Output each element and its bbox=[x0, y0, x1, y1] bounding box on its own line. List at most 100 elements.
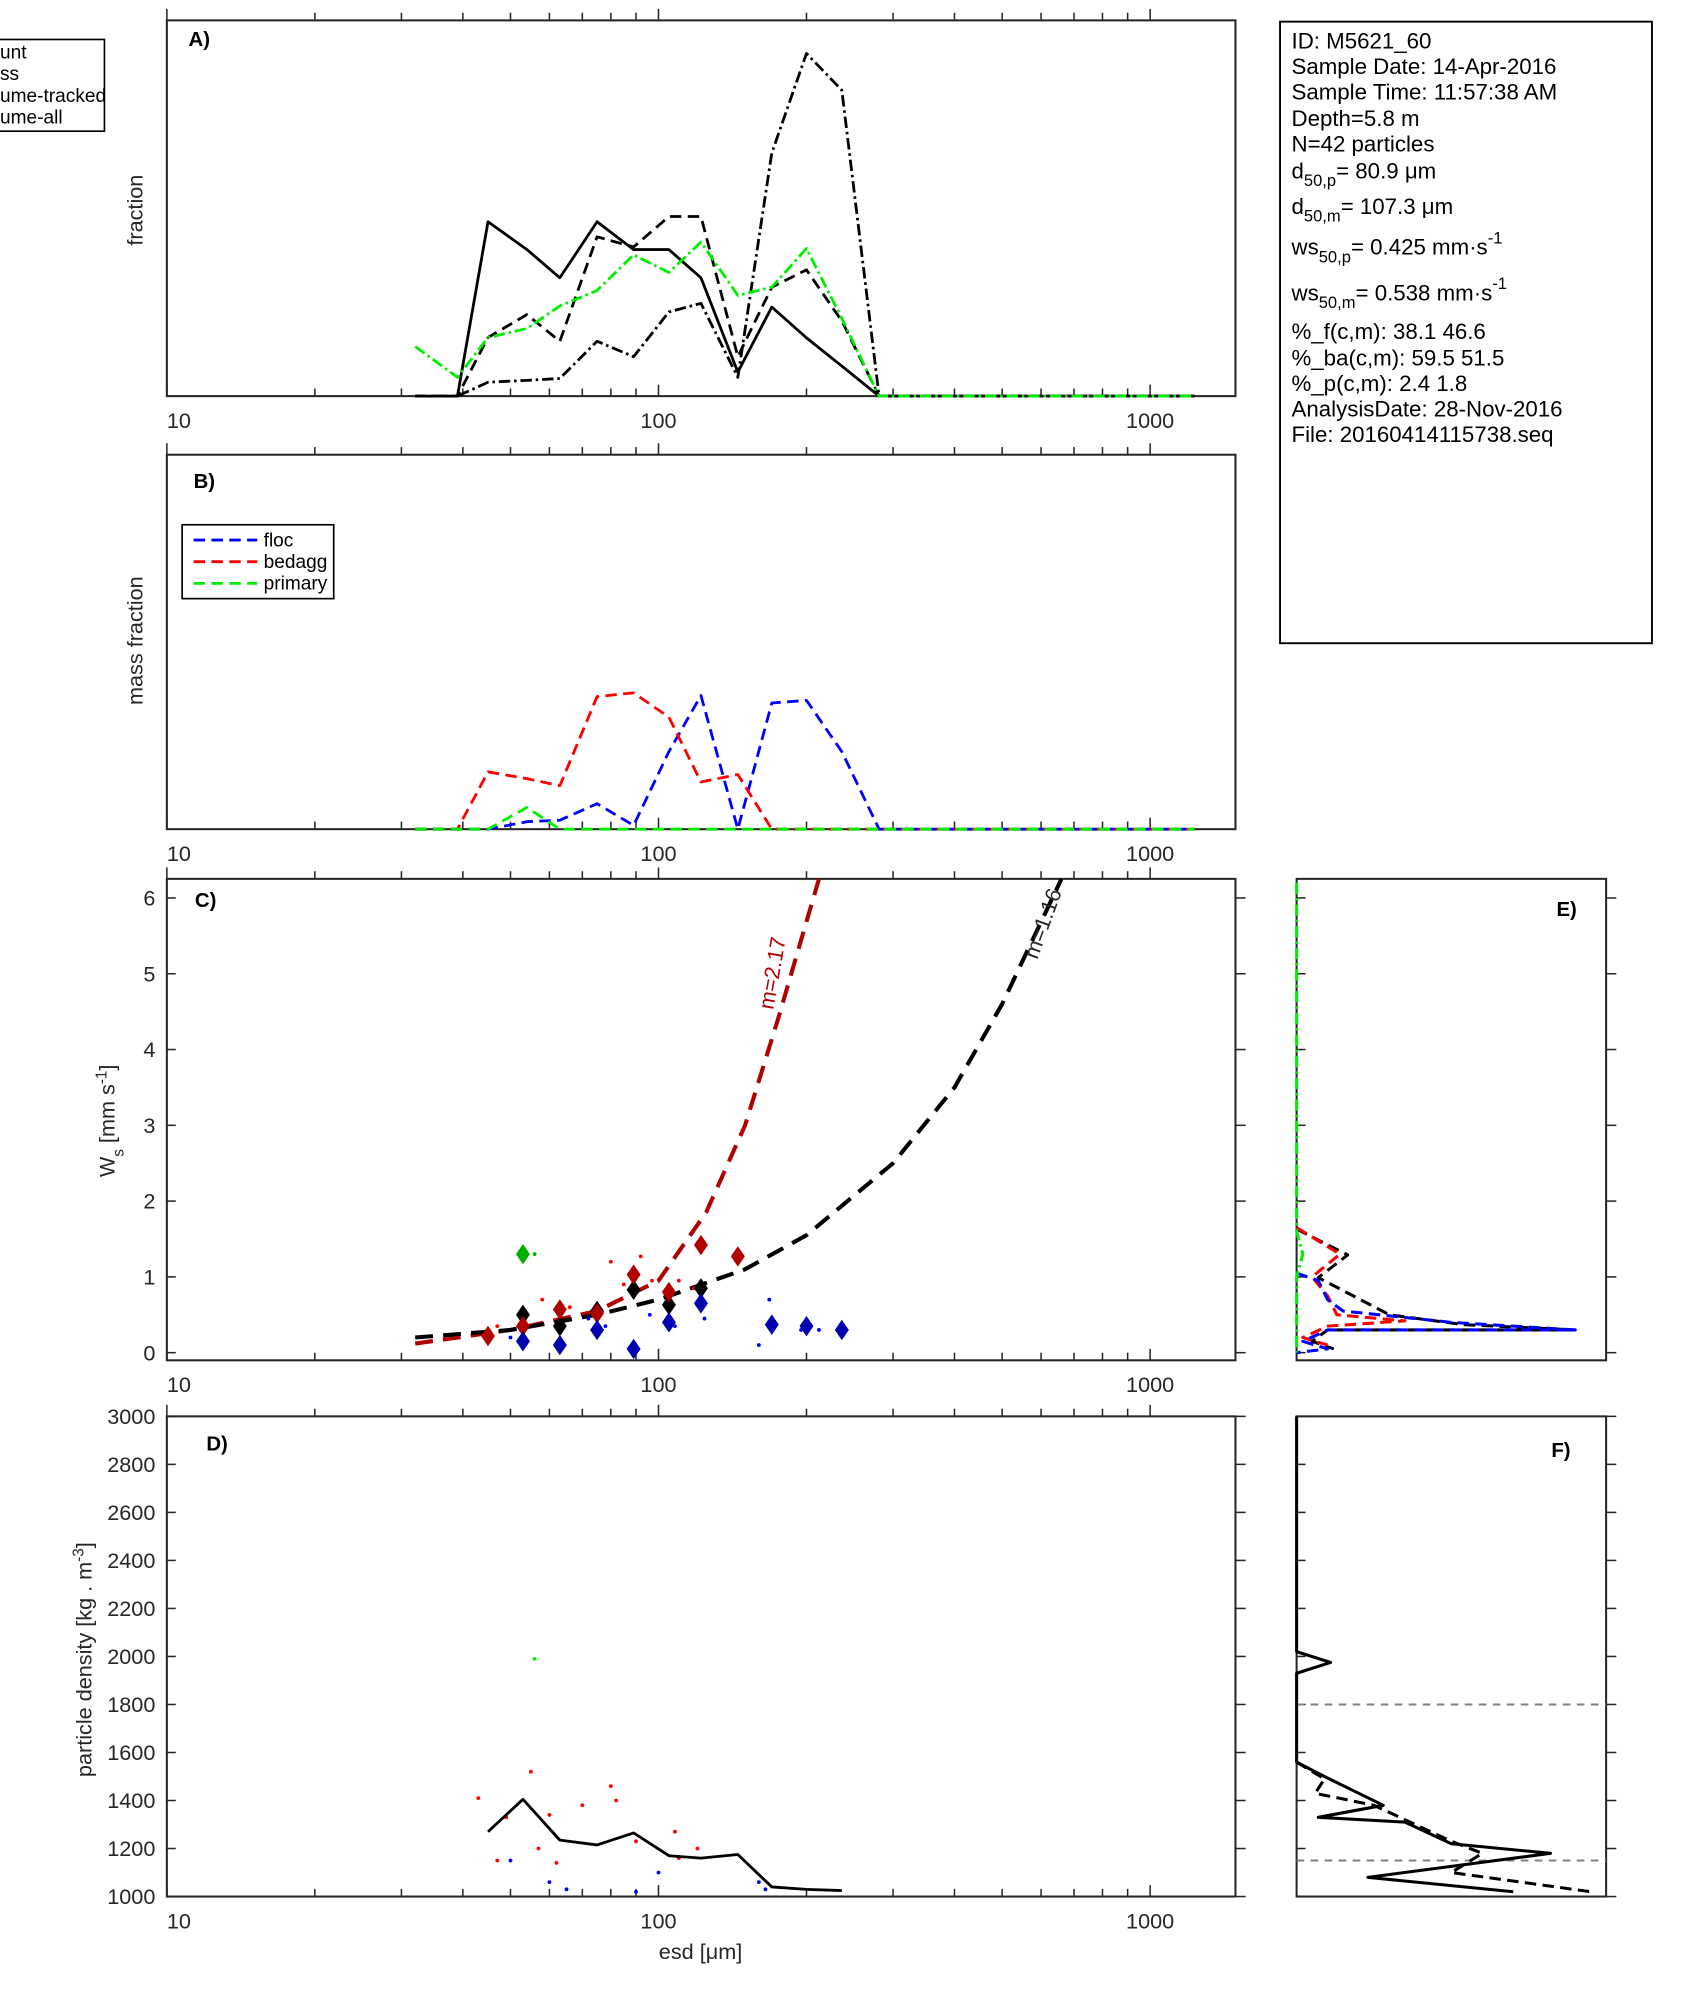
data-dot bbox=[638, 1254, 643, 1259]
panel-label: E) bbox=[1556, 899, 1576, 921]
data-dot bbox=[656, 1870, 661, 1875]
data-dot bbox=[608, 1259, 613, 1264]
profile-line-1 bbox=[1295, 1226, 1407, 1347]
y-tick-label: 6 bbox=[143, 886, 155, 911]
legend-entry: primary bbox=[264, 574, 328, 595]
data-diamond bbox=[515, 1243, 530, 1265]
profile-line-1 bbox=[1295, 1760, 1591, 1894]
info-line: N=42 particles bbox=[1292, 132, 1435, 157]
info-value: = 0.425 mm·s bbox=[1351, 235, 1488, 260]
data-dot bbox=[763, 1887, 768, 1892]
y-tick-label: 1 bbox=[143, 1265, 155, 1290]
x-tick-label: 1000 bbox=[1126, 841, 1174, 866]
data-dot bbox=[634, 1839, 638, 1844]
info-text: ID: M5621_60 bbox=[1292, 28, 1432, 53]
label-close: ] bbox=[72, 1542, 97, 1548]
fit-curve-1 bbox=[415, 878, 1064, 1340]
series-line-floc bbox=[415, 694, 1195, 831]
label-main: W bbox=[95, 1156, 120, 1177]
y-tick-label: 2800 bbox=[107, 1452, 155, 1477]
data-diamond bbox=[693, 1278, 708, 1299]
label-sub: s bbox=[110, 1149, 127, 1157]
info-subscript: 50,p bbox=[1304, 171, 1336, 190]
panel-c-x-axis: 10 100 1000 bbox=[166, 867, 1174, 1397]
info-line: d50,m= 107.3 μm bbox=[1292, 194, 1454, 226]
y-tick-label: 2400 bbox=[107, 1548, 155, 1573]
x-tick-label: 10 bbox=[167, 408, 191, 433]
data-diamond bbox=[661, 1312, 676, 1333]
data-dot bbox=[634, 1889, 638, 1894]
panel-f-frame bbox=[1295, 1415, 1608, 1898]
info-text: Sample Date: 14-Apr-2016 bbox=[1292, 54, 1557, 79]
panel-label: C) bbox=[195, 890, 216, 912]
info-line: Sample Date: 14-Apr-2016 bbox=[1292, 54, 1557, 79]
x-tick-label: 10 bbox=[167, 1372, 191, 1397]
data-dot bbox=[767, 1297, 772, 1302]
data-diamond bbox=[626, 1338, 641, 1360]
data-diamond bbox=[480, 1325, 496, 1347]
y-tick-label: 2 bbox=[143, 1189, 155, 1214]
y-tick-label: 3 bbox=[143, 1113, 155, 1138]
panel-d-x-axis: 10 100 1000 bbox=[166, 1404, 1174, 1933]
series-line-bedagg bbox=[415, 691, 1195, 831]
y-tick-label: 0 bbox=[143, 1340, 155, 1365]
density-line bbox=[487, 1797, 842, 1892]
series-line-2 bbox=[415, 52, 1195, 398]
data-dot bbox=[673, 1324, 677, 1329]
data-dot bbox=[540, 1297, 545, 1302]
data-diamond bbox=[590, 1319, 605, 1341]
info-text: %_f(c,m): 38.1 46.6 bbox=[1292, 319, 1486, 344]
data-dot bbox=[547, 1880, 552, 1885]
data-dot bbox=[621, 1282, 626, 1287]
label-sup: -1 bbox=[93, 1071, 110, 1085]
data-dot bbox=[586, 1316, 591, 1321]
panel-a-x-axis: 10 100 1000 bbox=[166, 8, 1174, 433]
info-superscript: -1 bbox=[1492, 274, 1507, 293]
legend-box bbox=[0, 38, 106, 133]
data-dot bbox=[508, 1858, 513, 1863]
x-tick-label: 100 bbox=[640, 1372, 676, 1397]
data-dot bbox=[673, 1829, 677, 1834]
data-dot bbox=[650, 1278, 654, 1283]
info-text: %_ba(c,m): 59.5 51.5 bbox=[1292, 346, 1505, 371]
data-dot bbox=[532, 1656, 537, 1661]
data-dot bbox=[554, 1861, 559, 1865]
data-diamond bbox=[693, 1293, 708, 1314]
x-tick-label: 1000 bbox=[1126, 1372, 1174, 1397]
data-diamond bbox=[799, 1315, 814, 1337]
info-box-frame bbox=[1279, 20, 1653, 645]
data-diamond bbox=[552, 1315, 567, 1337]
info-text: ws bbox=[1291, 235, 1319, 260]
data-dot bbox=[476, 1796, 481, 1801]
data-dot bbox=[756, 1880, 761, 1885]
info-subscript: 50,m bbox=[1304, 207, 1341, 226]
panel-c-y-axis: 0 1 2 3 4 5 6 bbox=[143, 886, 1246, 1365]
x-tick-label: 10 bbox=[167, 1908, 191, 1933]
info-text: N=42 particles bbox=[1292, 132, 1435, 157]
panel-label: D) bbox=[206, 1434, 227, 1456]
data-dot bbox=[508, 1335, 513, 1340]
data-diamond bbox=[764, 1314, 779, 1335]
data-diamond bbox=[552, 1299, 567, 1320]
panel-a-frame bbox=[165, 19, 1237, 398]
legend-entry: ume-all bbox=[0, 108, 63, 129]
data-dot bbox=[817, 1328, 821, 1332]
data-dot bbox=[580, 1803, 585, 1808]
x-tick-label: 1000 bbox=[1126, 408, 1174, 433]
info-subscript: 50,m bbox=[1319, 293, 1356, 312]
info-line: ID: M5621_60 bbox=[1292, 28, 1432, 53]
label-close: ] bbox=[95, 1065, 120, 1071]
info-text: d bbox=[1292, 194, 1304, 219]
y-tick-label: 1200 bbox=[107, 1836, 155, 1861]
panel-d-y-axis: 1000 1200 1400 1600 1800 2000 2200 2400 2600 2800… bbox=[107, 1404, 1246, 1909]
label-main: particle density [kg . m bbox=[72, 1562, 97, 1777]
panel-b-x-axis: 10 100 1000 bbox=[166, 443, 1174, 866]
x-axis-label: esd [μm] bbox=[659, 1939, 742, 1964]
y-axis-label: mass fraction bbox=[123, 576, 148, 705]
panel-c-frame bbox=[165, 877, 1237, 1362]
info-line: File: 20160414115738.seq bbox=[1292, 422, 1554, 447]
data-diamond bbox=[834, 1319, 849, 1341]
y-tick-label: 3000 bbox=[107, 1404, 155, 1429]
